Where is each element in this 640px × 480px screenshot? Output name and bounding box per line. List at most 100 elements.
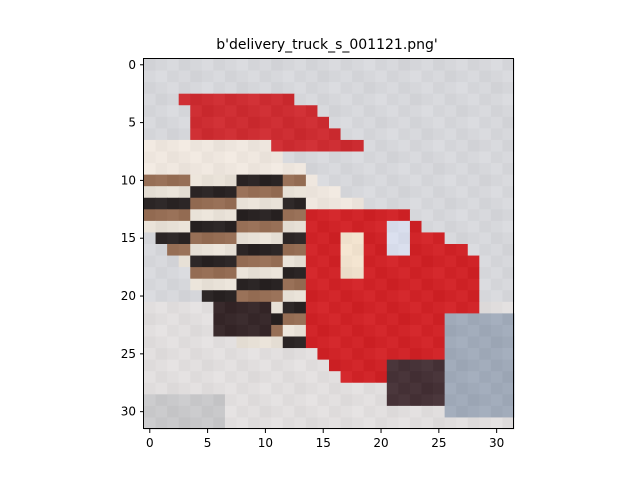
image-pixel bbox=[259, 139, 272, 152]
image-pixel bbox=[236, 359, 249, 372]
image-pixel bbox=[305, 232, 318, 245]
image-pixel bbox=[190, 139, 203, 152]
image-pixel bbox=[456, 394, 469, 407]
image-pixel bbox=[433, 290, 446, 303]
image-pixel bbox=[305, 255, 318, 268]
image-pixel bbox=[340, 116, 353, 129]
image-pixel bbox=[190, 220, 203, 233]
image-pixel bbox=[479, 371, 492, 384]
image-pixel bbox=[259, 359, 272, 372]
image-pixel bbox=[352, 163, 365, 176]
image-pixel bbox=[386, 174, 399, 187]
image-pixel bbox=[178, 267, 191, 280]
image-pixel bbox=[467, 267, 480, 280]
image-pixel bbox=[248, 359, 261, 372]
image-pixel bbox=[340, 220, 353, 233]
image-pixel bbox=[201, 324, 214, 337]
image-pixel bbox=[479, 220, 492, 233]
image-pixel bbox=[386, 82, 399, 95]
image-pixel bbox=[144, 313, 156, 326]
image-pixel bbox=[271, 301, 284, 314]
image-pixel bbox=[305, 394, 318, 407]
image-pixel bbox=[248, 301, 261, 314]
image-pixel bbox=[409, 371, 422, 384]
image-pixel bbox=[398, 163, 411, 176]
image-pixel bbox=[294, 105, 307, 118]
image-pixel bbox=[490, 128, 503, 141]
image-pixel bbox=[456, 139, 469, 152]
image-pixel bbox=[201, 163, 214, 176]
image-pixel bbox=[433, 82, 446, 95]
image-pixel bbox=[352, 313, 365, 326]
image-pixel bbox=[317, 336, 330, 349]
image-pixel bbox=[363, 93, 376, 106]
image-pixel bbox=[178, 151, 191, 164]
image-pixel bbox=[317, 324, 330, 337]
image-pixel bbox=[329, 209, 341, 222]
image-pixel bbox=[155, 405, 168, 418]
image-pixel bbox=[363, 128, 376, 141]
image-pixel bbox=[294, 417, 307, 430]
image-pixel bbox=[144, 278, 156, 291]
image-pixel bbox=[340, 394, 353, 407]
image-pixel bbox=[363, 163, 376, 176]
image-pixel bbox=[178, 371, 191, 384]
image-pixel bbox=[433, 59, 446, 71]
image-pixel bbox=[167, 59, 180, 71]
image-pixel bbox=[178, 59, 191, 71]
figure-title: b'delivery_truck_s_001121.png' bbox=[216, 37, 438, 53]
image-pixel bbox=[444, 209, 457, 222]
image-pixel bbox=[224, 301, 237, 314]
image-pixel bbox=[224, 197, 237, 210]
image-pixel bbox=[352, 359, 365, 372]
image-pixel bbox=[375, 324, 388, 337]
image-pixel bbox=[236, 163, 249, 176]
image-pixel bbox=[282, 405, 295, 418]
image-pixel bbox=[479, 232, 492, 245]
image-pixel bbox=[282, 255, 295, 268]
image-pixel bbox=[167, 82, 180, 95]
image-pixel bbox=[375, 93, 388, 106]
image-pixel bbox=[282, 151, 295, 164]
image-pixel bbox=[259, 70, 272, 83]
image-pixel bbox=[444, 417, 457, 430]
image-pixel bbox=[305, 70, 318, 83]
image-pixel bbox=[340, 336, 353, 349]
image-pixel bbox=[375, 382, 388, 395]
image-pixel bbox=[282, 313, 295, 326]
image-pixel bbox=[248, 348, 261, 361]
image-pixel bbox=[201, 93, 214, 106]
image-pixel bbox=[433, 336, 446, 349]
image-pixel bbox=[248, 151, 261, 164]
image-pixel bbox=[444, 301, 457, 314]
image-pixel bbox=[155, 359, 168, 372]
image-pixel bbox=[490, 139, 503, 152]
image-pixel bbox=[340, 70, 353, 83]
image-pixel bbox=[294, 232, 307, 245]
image-pixel bbox=[340, 324, 353, 337]
image-pixel bbox=[155, 93, 168, 106]
image-pixel bbox=[467, 348, 480, 361]
image-pixel bbox=[352, 59, 365, 71]
image-pixel bbox=[271, 382, 284, 395]
image-pixel bbox=[479, 301, 492, 314]
image-pixel bbox=[363, 336, 376, 349]
image-pixel bbox=[201, 301, 214, 314]
x-tick-label: 30 bbox=[489, 436, 504, 450]
image-pixel bbox=[375, 209, 388, 222]
image-pixel bbox=[190, 359, 203, 372]
image-pixel bbox=[502, 82, 515, 95]
image-pixel bbox=[224, 151, 237, 164]
image-pixel bbox=[467, 197, 480, 210]
image-pixel bbox=[340, 382, 353, 395]
image-pixel bbox=[352, 197, 365, 210]
image-pixel bbox=[317, 232, 330, 245]
image-pixel bbox=[167, 220, 180, 233]
image-pixel bbox=[259, 59, 272, 71]
image-pixel bbox=[213, 116, 226, 129]
image-pixel bbox=[386, 348, 399, 361]
image-pixel bbox=[271, 174, 284, 187]
image-pixel bbox=[502, 290, 515, 303]
image-pixel bbox=[271, 197, 284, 210]
image-pixel bbox=[294, 405, 307, 418]
